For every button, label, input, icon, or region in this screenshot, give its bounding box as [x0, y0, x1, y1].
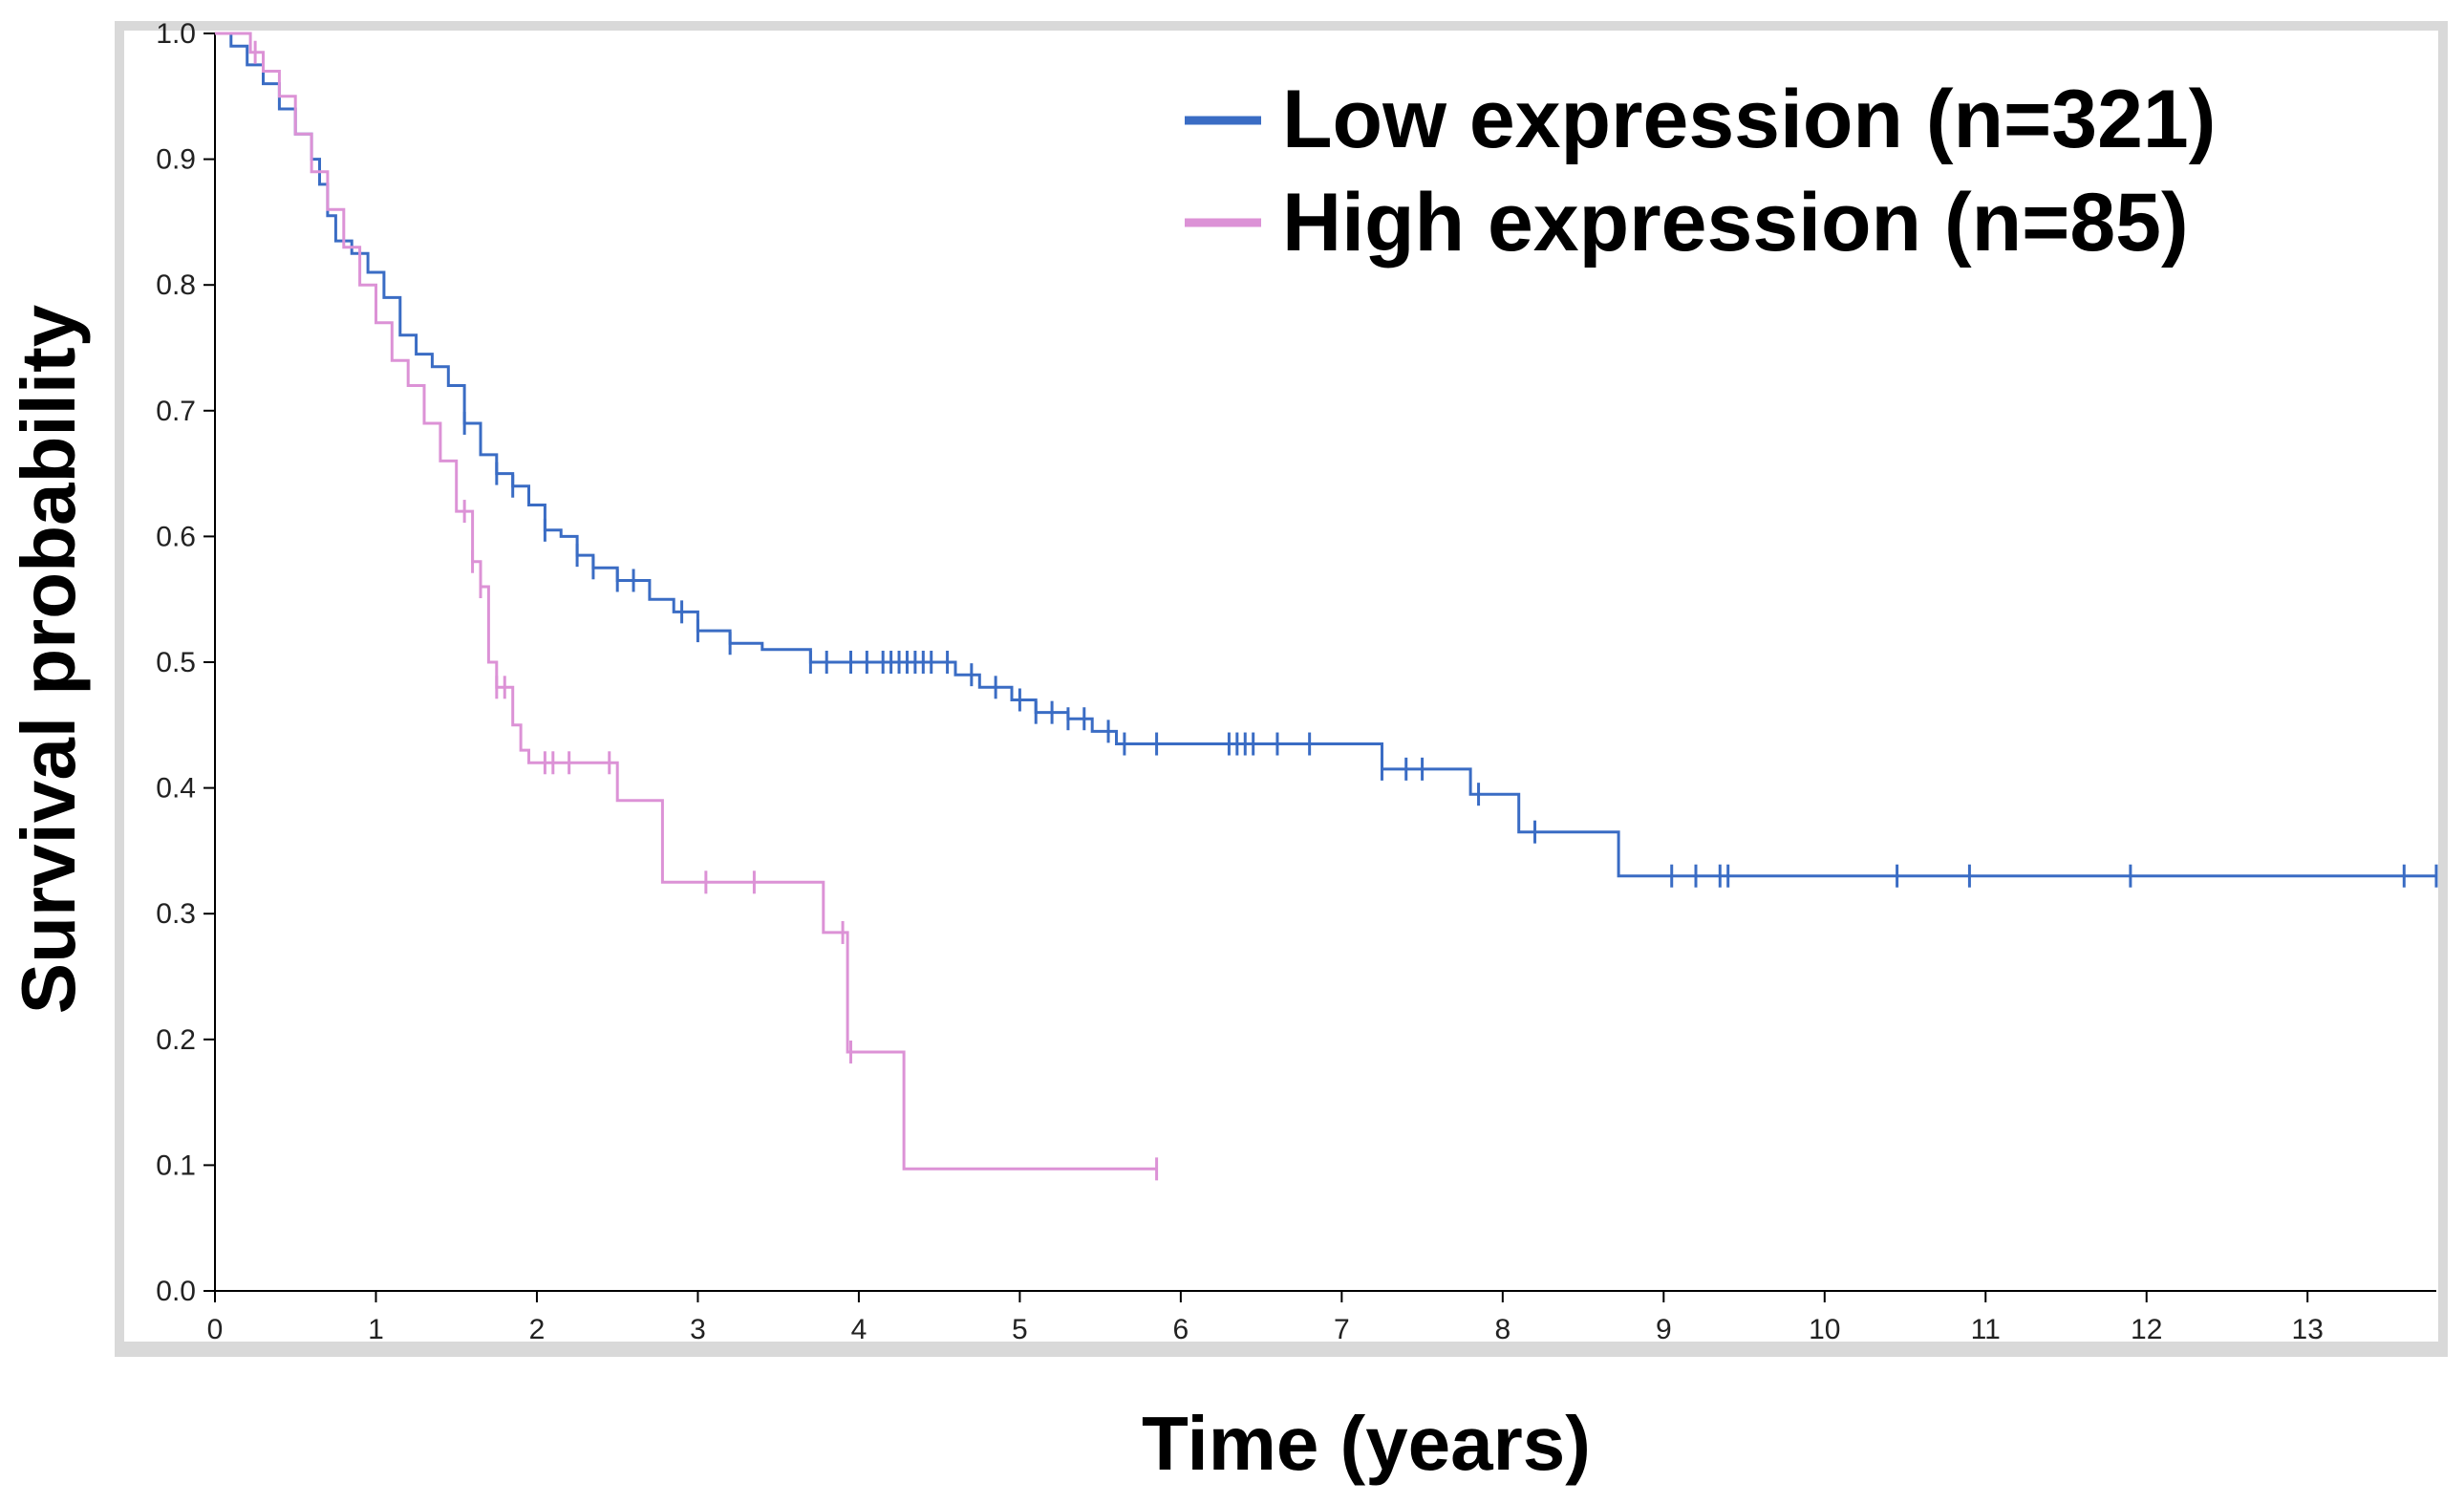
y-tick-label: 0.7: [156, 396, 196, 427]
x-tick-label: 9: [1656, 1314, 1672, 1345]
x-tick-label: 4: [851, 1314, 868, 1345]
y-tick-label: 0.0: [156, 1276, 196, 1307]
y-tick-label: 0.5: [156, 647, 196, 678]
y-axis-title: Survival probability: [6, 304, 91, 1014]
x-tick-label: 0: [207, 1314, 224, 1345]
x-tick-label: 11: [1971, 1314, 2001, 1345]
y-tick-label: 0.9: [156, 144, 196, 176]
x-tick-label: 7: [1334, 1314, 1350, 1345]
legend-label-high: High expression (n=85): [1282, 177, 2189, 269]
y-tick-label: 0.1: [156, 1149, 196, 1181]
y-tick-label: 0.8: [156, 269, 196, 301]
y-tick-label: 0.3: [156, 898, 196, 930]
x-tick-label: 2: [529, 1314, 546, 1345]
x-tick-label: 3: [690, 1314, 706, 1345]
x-tick-label: 12: [2131, 1314, 2162, 1345]
y-tick-label: 0.6: [156, 521, 196, 552]
y-axis-ticks: 0.0 0.1 0.2 0.3 0.4 0.5 0.6 0.7 0.8 0.9 1.0: [156, 18, 215, 1307]
x-tick-label: 5: [1012, 1314, 1028, 1345]
x-axis-title: Time (years): [1142, 1401, 1591, 1486]
y-tick-label: 1.0: [156, 18, 196, 50]
x-tick-label: 10: [1809, 1314, 1840, 1345]
x-tick-label: 8: [1494, 1314, 1511, 1345]
x-tick-label: 1: [368, 1314, 384, 1345]
x-tick-label: 13: [2292, 1314, 2324, 1345]
x-tick-label: 6: [1173, 1314, 1189, 1345]
legend-label-low: Low expression (n=321): [1282, 74, 2216, 165]
y-tick-label: 0.4: [156, 773, 196, 805]
y-tick-label: 0.2: [156, 1024, 196, 1056]
series-layer: [215, 32, 2438, 1181]
legend: Low expression (n=321) High expression (…: [1185, 74, 2216, 269]
x-axis-ticks: 0 1 2 3 4 5 6 7 8 9 10 11 12 13: [207, 1291, 2324, 1345]
